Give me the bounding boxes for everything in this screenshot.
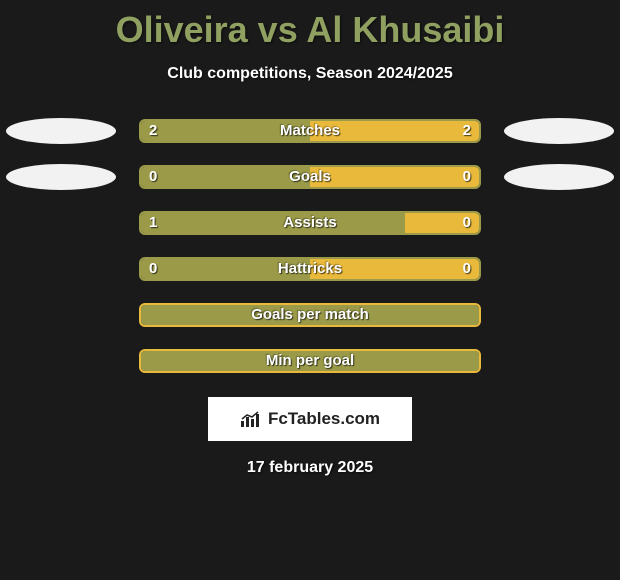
logo-text: FcTables.com [268,409,380,429]
bar-track [139,119,481,143]
logo-box: FcTables.com [208,397,412,441]
stat-value-left: 0 [149,165,157,189]
stat-row: Hattricks00 [0,245,620,291]
bar-left-fill [141,305,479,325]
bar-left-fill [141,121,310,141]
chart-icon [240,410,262,428]
stat-row: Min per goal [0,337,620,383]
page-title: Oliveira vs Al Khusaibi [0,0,620,51]
stats-container: Matches22Goals00Assists10Hattricks00Goal… [0,107,620,383]
bar-left-fill [141,213,405,233]
player-marker-left [6,118,116,144]
stat-value-left: 1 [149,211,157,235]
bar-left-fill [141,167,310,187]
player-2-name: Al Khusaibi [306,9,504,50]
stat-value-right: 2 [463,119,471,143]
stat-row: Goals per match [0,291,620,337]
bar-right-fill [310,121,479,141]
stat-value-right: 0 [463,257,471,281]
stat-value-right: 0 [463,165,471,189]
bar-track [139,211,481,235]
date-label: 17 february 2025 [0,459,620,477]
bar-track [139,349,481,373]
player-marker-right [504,164,614,190]
subtitle: Club competitions, Season 2024/2025 [0,65,620,83]
bar-track [139,257,481,281]
stat-row: Assists10 [0,199,620,245]
stat-row: Matches22 [0,107,620,153]
bar-track [139,165,481,189]
player-marker-left [6,164,116,190]
stat-value-left: 0 [149,257,157,281]
stat-row: Goals00 [0,153,620,199]
bar-left-fill [141,259,310,279]
stat-value-left: 2 [149,119,157,143]
bar-right-fill [310,167,479,187]
player-marker-right [504,118,614,144]
stat-value-right: 0 [463,211,471,235]
bar-right-fill [310,259,479,279]
bar-track [139,303,481,327]
title-vs: vs [258,9,298,50]
bar-left-fill [141,351,479,371]
player-1-name: Oliveira [116,9,248,50]
